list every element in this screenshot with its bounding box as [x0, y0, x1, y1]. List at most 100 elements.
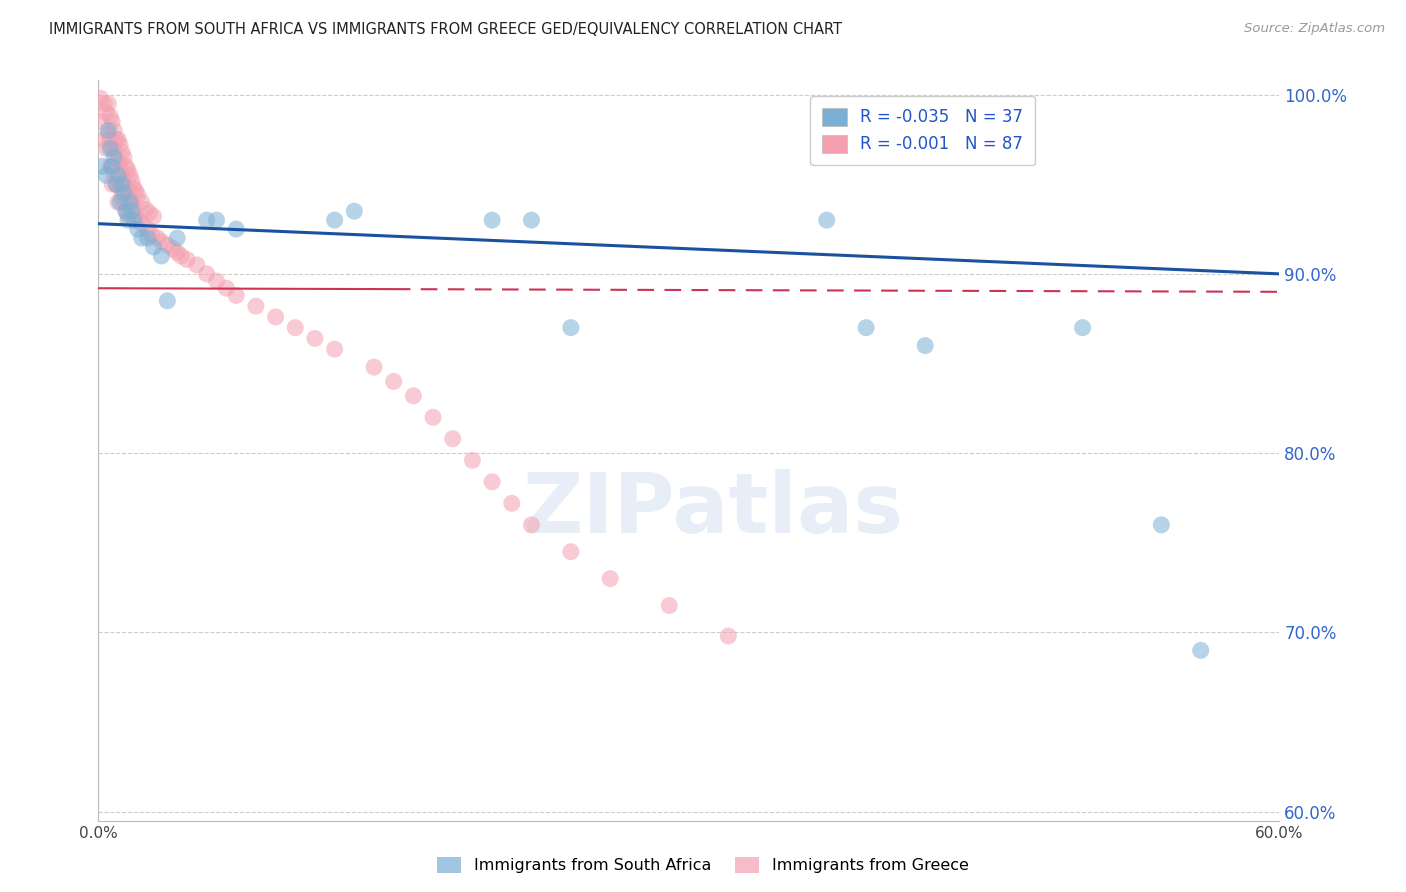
Point [717, 629, 740, 643]
Point [855, 320, 877, 334]
Point [118, 195, 141, 210]
Point [141, 227, 163, 242]
Point [96, 169, 118, 183]
Point [131, 231, 153, 245]
Point [91, 159, 114, 173]
Point [122, 213, 145, 227]
Point [136, 222, 159, 236]
Point [264, 310, 287, 324]
Point [97, 127, 120, 141]
Point [89, 91, 111, 105]
Point [112, 174, 135, 188]
Point [323, 342, 346, 356]
Point [125, 210, 148, 224]
Point [121, 174, 143, 188]
Point [111, 145, 134, 159]
Legend: Immigrants from South Africa, Immigrants from Greece: Immigrants from South Africa, Immigrants… [430, 850, 976, 880]
Point [481, 213, 503, 227]
Point [156, 293, 179, 308]
Point [96, 141, 118, 155]
Point [101, 114, 124, 128]
Point [1150, 517, 1173, 532]
Point [481, 475, 503, 489]
Point [245, 299, 267, 313]
Point [186, 258, 208, 272]
Point [111, 190, 134, 204]
Point [162, 242, 184, 256]
Point [91, 114, 114, 128]
Point [115, 204, 138, 219]
Point [115, 181, 138, 195]
Point [98, 109, 121, 123]
Point [560, 320, 582, 334]
Point [125, 185, 148, 199]
Point [118, 169, 141, 183]
Point [93, 96, 115, 111]
Point [103, 141, 125, 155]
Point [105, 178, 128, 192]
Text: ZIPatlas: ZIPatlas [522, 469, 903, 550]
Point [98, 132, 121, 146]
Point [115, 159, 138, 173]
Point [98, 159, 121, 173]
Point [101, 159, 124, 173]
Point [101, 159, 124, 173]
Point [1071, 320, 1094, 334]
Point [107, 169, 129, 183]
Point [225, 222, 247, 236]
Point [121, 204, 143, 219]
Point [142, 240, 165, 254]
Point [135, 202, 157, 217]
Point [105, 178, 128, 192]
Point [166, 245, 188, 260]
Point [103, 150, 125, 164]
Point [93, 132, 115, 146]
Point [112, 186, 135, 201]
Point [127, 188, 149, 202]
Point [108, 137, 131, 152]
Point [122, 202, 145, 217]
Point [97, 123, 120, 137]
Point [150, 249, 173, 263]
Point [142, 210, 165, 224]
Point [205, 213, 228, 227]
Point [107, 153, 129, 168]
Point [195, 213, 218, 227]
Point [115, 204, 138, 219]
Point [136, 231, 159, 245]
Point [138, 206, 160, 220]
Point [127, 222, 149, 236]
Point [170, 249, 193, 263]
Point [96, 105, 118, 120]
Point [107, 132, 129, 146]
Point [101, 178, 124, 192]
Point [215, 281, 238, 295]
Point [461, 453, 484, 467]
Point [131, 217, 153, 231]
Point [131, 195, 153, 210]
Point [501, 496, 523, 510]
Text: IMMIGRANTS FROM SOUTH AFRICA VS IMMIGRANTS FROM GREECE GED/EQUIVALENCY CORRELATI: IMMIGRANTS FROM SOUTH AFRICA VS IMMIGRAN… [49, 22, 842, 37]
Point [195, 267, 218, 281]
Point [107, 195, 129, 210]
Point [97, 96, 120, 111]
Point [1189, 643, 1212, 657]
Point [520, 517, 543, 532]
Point [363, 360, 385, 375]
Point [382, 375, 405, 389]
Point [107, 178, 129, 192]
Legend: R = -0.035   N = 37, R = -0.001   N = 87: R = -0.035 N = 37, R = -0.001 N = 87 [810, 96, 1035, 165]
Point [156, 238, 179, 252]
Point [815, 213, 838, 227]
Point [166, 231, 188, 245]
Point [560, 545, 582, 559]
Point [225, 288, 247, 302]
Point [112, 195, 135, 210]
Point [101, 141, 124, 155]
Point [304, 331, 326, 345]
Point [150, 235, 173, 249]
Point [127, 213, 149, 227]
Point [105, 132, 128, 146]
Point [117, 208, 139, 222]
Point [422, 410, 444, 425]
